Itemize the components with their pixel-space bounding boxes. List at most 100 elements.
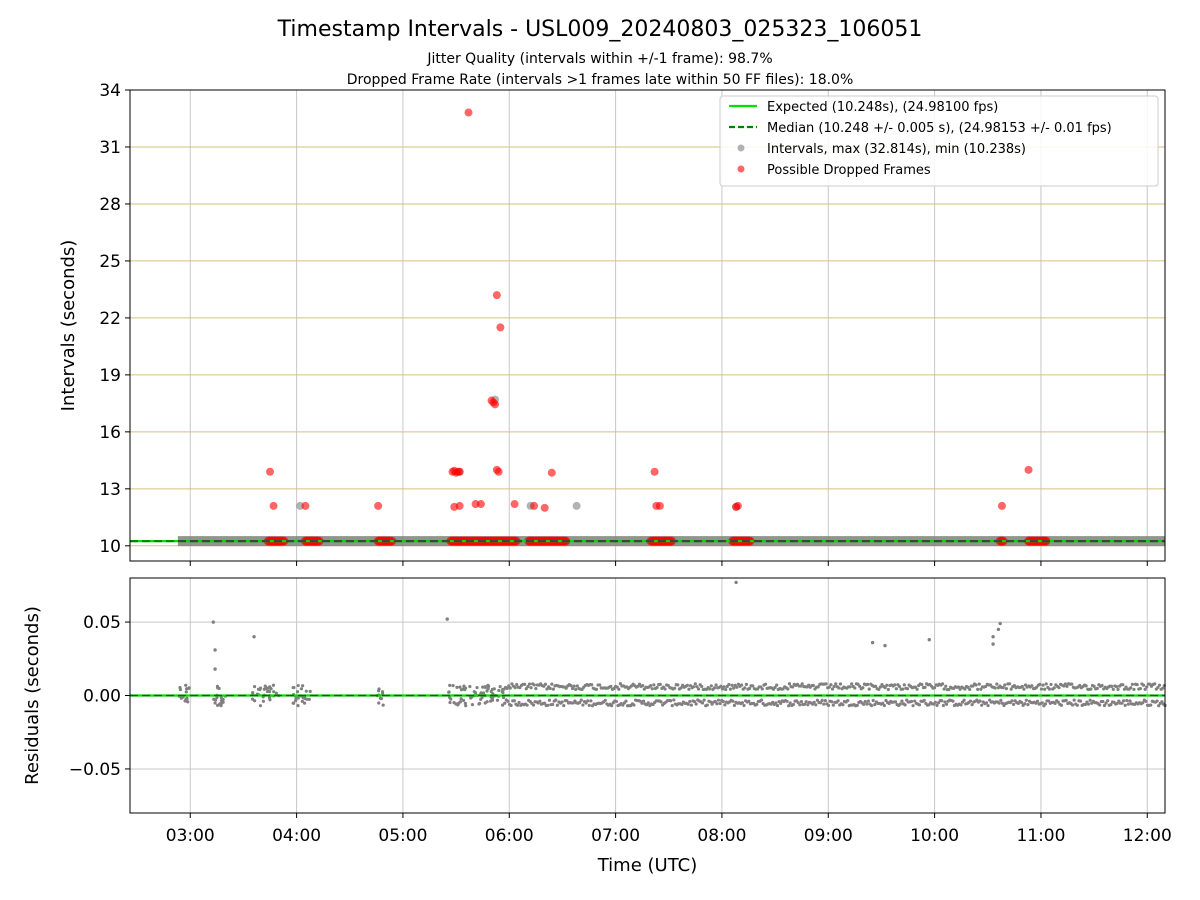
residual-point — [980, 703, 984, 707]
residual-point — [1053, 701, 1057, 705]
intervals-ytick-label: 13 — [99, 480, 121, 500]
residual-point — [1120, 701, 1124, 705]
residual-point — [548, 686, 552, 691]
residual-point — [1041, 683, 1045, 687]
residual-point — [728, 687, 733, 691]
residual-point — [958, 687, 962, 691]
residual-point — [1145, 685, 1149, 689]
residual-point — [503, 701, 507, 705]
residual-outlier-point — [998, 621, 1002, 626]
residuals-xtick-label: 06:00 — [485, 826, 534, 846]
residual-point — [788, 701, 792, 705]
residual-point — [1047, 699, 1051, 703]
residual-point — [841, 703, 845, 707]
residual-point — [1122, 699, 1126, 703]
residual-point — [1115, 701, 1119, 706]
dropped-frame-point — [1024, 465, 1033, 474]
residual-point — [685, 683, 689, 687]
residual-point — [993, 686, 997, 690]
residual-point — [452, 701, 456, 705]
residual-point — [584, 701, 588, 705]
residual-point — [688, 699, 692, 704]
residual-point — [806, 703, 810, 707]
residual-point — [1129, 686, 1133, 690]
residual-point — [826, 703, 831, 708]
residual-point — [1023, 702, 1027, 706]
residual-point — [694, 702, 698, 706]
residual-point — [1088, 698, 1092, 702]
residual-point — [897, 684, 902, 689]
residual-point — [799, 699, 804, 704]
residual-point — [1086, 702, 1091, 706]
residual-point — [641, 699, 646, 703]
dropped-frame-point — [455, 467, 464, 476]
residual-point — [655, 685, 659, 690]
residual-point — [713, 699, 717, 704]
residual-point — [1024, 698, 1028, 702]
residual-point — [720, 687, 725, 691]
residuals-xtick-label: 08:00 — [697, 826, 746, 846]
residual-point — [700, 684, 704, 689]
residual-point — [303, 696, 307, 701]
residual-point — [1128, 699, 1132, 703]
residual-point — [1052, 686, 1056, 690]
residual-point — [587, 703, 591, 707]
residual-point — [861, 686, 865, 690]
intervals-ytick-label: 28 — [99, 195, 121, 215]
residual-point — [702, 698, 706, 702]
residual-point — [572, 684, 576, 688]
residual-point — [500, 703, 505, 707]
residual-point — [624, 699, 628, 703]
residual-point — [1098, 703, 1102, 707]
residual-point — [731, 699, 735, 703]
residual-point — [800, 682, 804, 686]
residual-point — [865, 702, 869, 706]
residual-point — [830, 687, 835, 691]
residual-point — [1110, 684, 1114, 688]
residual-point — [673, 686, 677, 690]
residual-point — [791, 685, 795, 689]
residual-point — [646, 701, 650, 705]
residual-point — [304, 689, 308, 693]
interval-point — [572, 501, 581, 510]
residual-point — [1019, 700, 1024, 705]
figure-title: Timestamp Intervals - USL009_20240803_02… — [277, 17, 923, 42]
residual-point — [1126, 702, 1131, 706]
residual-point — [759, 698, 764, 702]
intervals-ytick-label: 22 — [99, 309, 121, 329]
residual-point — [551, 687, 555, 691]
residual-point — [687, 687, 691, 691]
residual-point — [455, 685, 459, 689]
residual-point — [820, 698, 824, 702]
residual-point — [538, 699, 542, 703]
residual-point — [951, 699, 955, 703]
legend-entry: Possible Dropped Frames — [767, 163, 931, 178]
residual-point — [1109, 703, 1113, 707]
residual-point — [878, 685, 882, 689]
residual-point — [909, 699, 914, 703]
residual-point — [377, 687, 381, 691]
residual-point — [832, 684, 836, 689]
legend-entry: Expected (10.248s), (24.98100 fps) — [767, 100, 998, 115]
residual-point — [485, 689, 489, 693]
residual-point — [295, 690, 300, 694]
residual-point — [490, 696, 494, 701]
residual-point — [291, 685, 295, 690]
residual-point — [716, 698, 721, 702]
dropped-frame-point — [301, 501, 310, 510]
residual-point — [1026, 702, 1030, 707]
dropped-frame-point — [496, 323, 505, 332]
residual-point — [822, 702, 826, 706]
residual-point — [515, 703, 520, 707]
residual-point — [886, 687, 890, 692]
residual-point — [1078, 683, 1082, 688]
residual-point — [827, 685, 831, 689]
residual-point — [740, 701, 745, 705]
residual-point — [448, 700, 452, 705]
residual-point — [700, 701, 705, 705]
residual-point — [451, 684, 455, 688]
residual-point — [1102, 703, 1107, 708]
residual-point — [1057, 686, 1061, 690]
residual-point — [923, 685, 927, 689]
residual-point — [714, 683, 718, 687]
